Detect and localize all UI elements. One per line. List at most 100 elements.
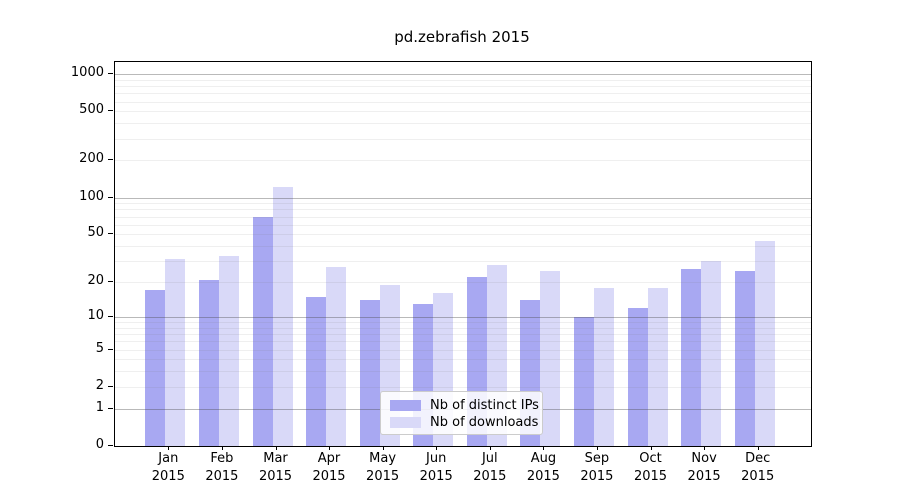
gridline-minor — [115, 123, 811, 125]
y-tick-label: 10 — [87, 307, 104, 323]
legend-label-distinct-ips: Nb of distinct IPs — [430, 397, 539, 413]
gridline-minor — [115, 359, 811, 361]
gridline-minor — [115, 79, 811, 81]
bar-distinct-ips-nov — [681, 268, 702, 446]
y-tick-mark — [108, 385, 113, 387]
gridline-minor — [115, 209, 811, 211]
gridline-minor — [115, 86, 811, 87]
y-tick-mark — [108, 348, 113, 350]
y-tick-mark — [108, 73, 113, 74]
y-tick-mark — [108, 407, 113, 409]
gridline-minor — [115, 341, 811, 343]
y-tick-label: 2 — [95, 377, 104, 393]
bar-distinct-ips-jan — [145, 290, 166, 446]
bar-downloads-nov — [701, 261, 722, 446]
bar-distinct-ips-dec — [734, 270, 755, 446]
y-tick-label: 100 — [79, 188, 104, 204]
x-tick-label-mar: Mar 2015 — [258, 451, 293, 484]
x-tick-label-feb: Feb 2015 — [205, 451, 239, 484]
gridline-minor — [115, 93, 811, 95]
x-tick-label-dec: Dec 2015 — [741, 451, 775, 484]
chart-title: pd.zebrafish 2015 — [394, 28, 530, 46]
gridline-minor — [115, 282, 811, 284]
x-tick-mark — [757, 446, 759, 450]
x-tick-mark — [168, 446, 170, 450]
bar-distinct-ips-oct — [627, 307, 648, 446]
gridline-major — [115, 74, 811, 75]
x-tick-label-oct: Oct 2015 — [633, 451, 668, 484]
y-tick-label: 1 — [95, 399, 104, 415]
x-tick-label-may: May 2015 — [366, 451, 400, 484]
gridline-minor — [115, 386, 811, 388]
gridline-minor — [115, 334, 811, 335]
bar-downloads-jan — [165, 259, 186, 446]
gridline-minor — [115, 322, 811, 323]
gridline-minor — [115, 111, 811, 113]
bar-distinct-ips-may — [359, 300, 380, 446]
plot-area — [114, 61, 812, 447]
bar-distinct-ips-mar — [252, 216, 273, 446]
x-tick-mark — [596, 446, 598, 450]
gridline-minor — [115, 371, 811, 373]
gridline-minor — [115, 101, 811, 103]
x-tick-label-aug: Aug 2015 — [526, 451, 560, 484]
gridline-minor — [115, 224, 811, 226]
bar-downloads-apr — [326, 266, 346, 446]
y-tick-mark — [108, 233, 113, 235]
gridline-minor — [115, 203, 811, 205]
x-tick-mark — [650, 446, 652, 450]
x-tick-mark — [329, 446, 330, 450]
y-tick-label: 1000 — [70, 65, 104, 80]
x-tick-label-jun: Jun 2015 — [419, 451, 453, 484]
y-tick-mark — [108, 315, 113, 317]
gridline-minor — [115, 327, 811, 329]
legend-swatch-downloads — [390, 416, 421, 428]
x-tick-mark — [704, 446, 706, 450]
bar-downloads-aug — [540, 270, 561, 446]
x-tick-mark — [436, 446, 438, 450]
gridline-minor — [115, 234, 811, 236]
x-tick-label-jan: Jan 2015 — [151, 451, 185, 484]
gridline-minor — [115, 160, 811, 162]
x-tick-label-sep: Sep 2015 — [580, 451, 614, 484]
gridline-major — [115, 197, 811, 199]
y-tick-label: 0 — [95, 437, 104, 452]
x-tick-label-nov: Nov 2015 — [687, 451, 721, 484]
gridline-minor — [115, 138, 811, 140]
legend: Nb of distinct IPs Nb of downloads — [380, 391, 543, 435]
x-tick-mark — [275, 446, 277, 450]
bar-downloads-feb — [218, 256, 239, 446]
y-tick-label: 200 — [79, 151, 104, 167]
y-tick-label: 50 — [87, 225, 104, 241]
gridline-minor — [115, 246, 811, 247]
x-tick-mark — [489, 446, 491, 450]
y-tick-label: 500 — [79, 102, 104, 118]
bar-downloads-mar — [272, 186, 293, 446]
y-tick-mark — [108, 159, 113, 161]
bar-downloads-sep — [593, 287, 614, 446]
legend-item-downloads: Nb of downloads — [390, 414, 538, 430]
legend-item-distinct-ips: Nb of distinct IPs — [390, 397, 539, 413]
y-tick-label: 20 — [87, 273, 104, 289]
y-tick-mark — [108, 110, 113, 112]
gridline-minor — [115, 261, 811, 263]
y-tick-mark — [108, 196, 113, 198]
x-tick-label-jul: Jul 2015 — [473, 451, 507, 484]
gridline-minor — [115, 216, 811, 218]
gridline-minor — [115, 349, 811, 351]
legend-label-downloads: Nb of downloads — [430, 414, 539, 430]
y-tick-label: 5 — [95, 340, 104, 356]
bar-downloads-dec — [754, 241, 775, 446]
bar-distinct-ips-apr — [306, 296, 326, 446]
bar-downloads-oct — [647, 287, 668, 446]
x-tick-mark — [543, 446, 545, 450]
y-tick-mark — [108, 445, 113, 446]
bar-distinct-ips-sep — [573, 316, 594, 446]
legend-swatch-distinct-ips — [390, 399, 421, 411]
y-tick-mark — [108, 281, 113, 283]
bar-distinct-ips-feb — [198, 279, 219, 446]
x-tick-mark — [382, 446, 384, 450]
x-tick-mark — [221, 446, 223, 450]
x-tick-label-apr: Apr 2015 — [312, 451, 346, 484]
